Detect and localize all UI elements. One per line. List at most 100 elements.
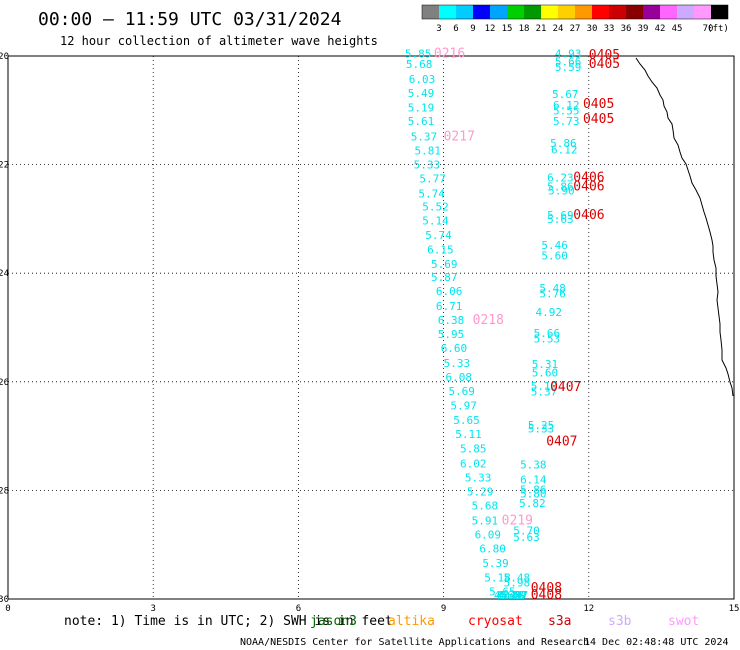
colorbar-swatch xyxy=(609,5,626,19)
colorbar-label: 18 xyxy=(519,24,530,34)
colorbar-swatch xyxy=(524,5,541,19)
time-label: 0217 xyxy=(444,129,475,144)
swh-label: 5.31 xyxy=(532,358,559,371)
swh-label: 6.09 xyxy=(475,528,502,541)
swh-label: 5.33 xyxy=(444,357,471,370)
swh-label: 5.68 xyxy=(472,500,499,513)
satellite-legend: jason3 altika cryosat s3a s3b swot xyxy=(310,614,699,629)
swh-label: 5.67 xyxy=(552,88,579,101)
swh-label: 5.33 xyxy=(414,159,441,172)
swh-label: 5.63 xyxy=(513,531,540,544)
time-label: 0218 xyxy=(473,313,504,328)
swh-label: 6.12 xyxy=(551,143,578,156)
satellite-legend-s3a: s3a xyxy=(548,614,571,629)
swh-label: 5.86 xyxy=(547,180,574,193)
colorbar-swatch xyxy=(490,5,507,19)
x-tick-label: 0 xyxy=(5,604,10,614)
swh-label: 5.74 xyxy=(425,229,452,242)
colorbar-label: 42 xyxy=(655,24,666,34)
time-label: 0405 xyxy=(583,112,614,127)
time-label: 0405 xyxy=(589,57,620,72)
swh-label: 6.71 xyxy=(436,300,463,313)
y-tick-label: -28 xyxy=(0,486,9,496)
swh-label: 5.65 xyxy=(453,414,480,427)
swh-label: 5.73 xyxy=(553,115,580,128)
swh-label: 5.48 xyxy=(504,571,530,584)
satellite-legend-s3b: s3b xyxy=(608,614,632,629)
swh-label: 6.38 xyxy=(438,314,465,327)
swh-label: 5.18 xyxy=(484,571,511,584)
swh-label: 6.60 xyxy=(441,342,468,355)
colorbar-swatch xyxy=(677,5,694,19)
x-axis-ticks: 0 3 6 9 12 15 xyxy=(5,604,739,614)
colorbar-label: 21 xyxy=(536,24,547,34)
swh-label: 5.59 xyxy=(555,61,582,74)
swh-label: 5.25 xyxy=(528,419,555,432)
swh-label: 5.38 xyxy=(520,458,547,471)
swh-label: 5.55 xyxy=(553,104,580,117)
colorbar-swatch xyxy=(592,5,609,19)
swh-label: 5.29 xyxy=(467,485,494,498)
colorbar-label: 12 xyxy=(485,24,496,34)
swh-label: 6.03 xyxy=(409,73,436,86)
time-label: 0407 xyxy=(550,380,581,395)
satellite-legend-altika: altika xyxy=(388,614,435,629)
swh-label: 5.66 xyxy=(534,327,561,340)
grid-lines xyxy=(8,56,734,599)
swh-label: 5.11 xyxy=(455,428,482,441)
colorbar-swatch xyxy=(439,5,456,19)
chart-title: 00:00 – 11:59 UTC 03/31/2024 xyxy=(38,9,341,30)
swh-label: 5.48 xyxy=(539,282,566,295)
swh-label: 5.86 xyxy=(520,483,547,496)
colorbar-label: 3 xyxy=(436,24,441,34)
satellite-legend-jason3: jason3 xyxy=(310,614,357,629)
y-tick-label: -22 xyxy=(0,161,9,171)
swh-label: 6.14 xyxy=(520,474,547,487)
y-tick-label: -30 xyxy=(0,595,9,605)
swh-label: 4.92 xyxy=(536,306,563,319)
colorbar-swatch xyxy=(643,5,660,19)
colorbar-label: 27 xyxy=(570,24,581,34)
swh-label: 5.98 xyxy=(504,577,530,590)
time-label: 0405 xyxy=(589,48,620,63)
satellite-legend-cryosat: cryosat xyxy=(468,614,523,629)
swh-label: 5.90 xyxy=(548,185,575,198)
colorbar-swatch xyxy=(575,5,592,19)
colorbar-swatch xyxy=(422,5,439,19)
swh-label: 5.19 xyxy=(500,589,527,602)
swh-label: 5.33 xyxy=(465,471,492,484)
time-label: 0407 xyxy=(546,435,577,450)
x-tick-label: 9 xyxy=(441,604,446,614)
colorbar: 3 6 9 12 15 18 21 24 27 30 33 36 39 42 45 70(ft) xyxy=(421,4,729,34)
swh-label: 5.91 xyxy=(472,514,499,527)
swh-label: 5.70 xyxy=(513,525,540,538)
swh-label: 5.87 xyxy=(431,271,458,284)
swh-label: 4.93 xyxy=(555,47,582,60)
footer-timestamp: 14 Dec 02:48:48 UTC 2024 xyxy=(584,637,729,648)
swh-label: 5.37 xyxy=(531,386,558,399)
swh-label: 5.76 xyxy=(539,287,566,300)
swh-label: 5.53 xyxy=(534,332,561,345)
swh-label: 5.37 xyxy=(411,130,438,143)
swh-label: 6.02 xyxy=(460,457,487,470)
colorbar-label: 36 xyxy=(621,24,632,34)
footer-credit: NOAA/NESDIS Center for Satellite Applica… xyxy=(240,637,589,648)
swh-label: 6.80 xyxy=(479,543,506,556)
swh-label: 5.97 xyxy=(450,400,477,413)
colorbar-swatch xyxy=(456,5,473,19)
time-label: 0219 xyxy=(502,513,533,528)
swh-label: 6.08 xyxy=(446,371,473,384)
swh-label: 5.49 xyxy=(408,87,435,100)
swh-label: 5.74 xyxy=(418,187,445,200)
swh-label: 5.66 xyxy=(555,55,582,68)
time-label: 0406 xyxy=(573,179,604,194)
swh-label: 5.77 xyxy=(419,173,446,186)
y-axis-ticks: -20 -22 -24 -26 -28 -30 xyxy=(0,52,9,605)
swh-label: 5.60 xyxy=(532,367,559,380)
swh-label: 4.97 xyxy=(502,589,529,602)
swh-label: 5.27 xyxy=(501,589,528,602)
y-tick-label: -20 xyxy=(0,52,9,62)
colorbar-swatch xyxy=(541,5,558,19)
swh-label: 5.86 xyxy=(550,137,577,150)
colorbar-label: 9 xyxy=(470,24,475,34)
